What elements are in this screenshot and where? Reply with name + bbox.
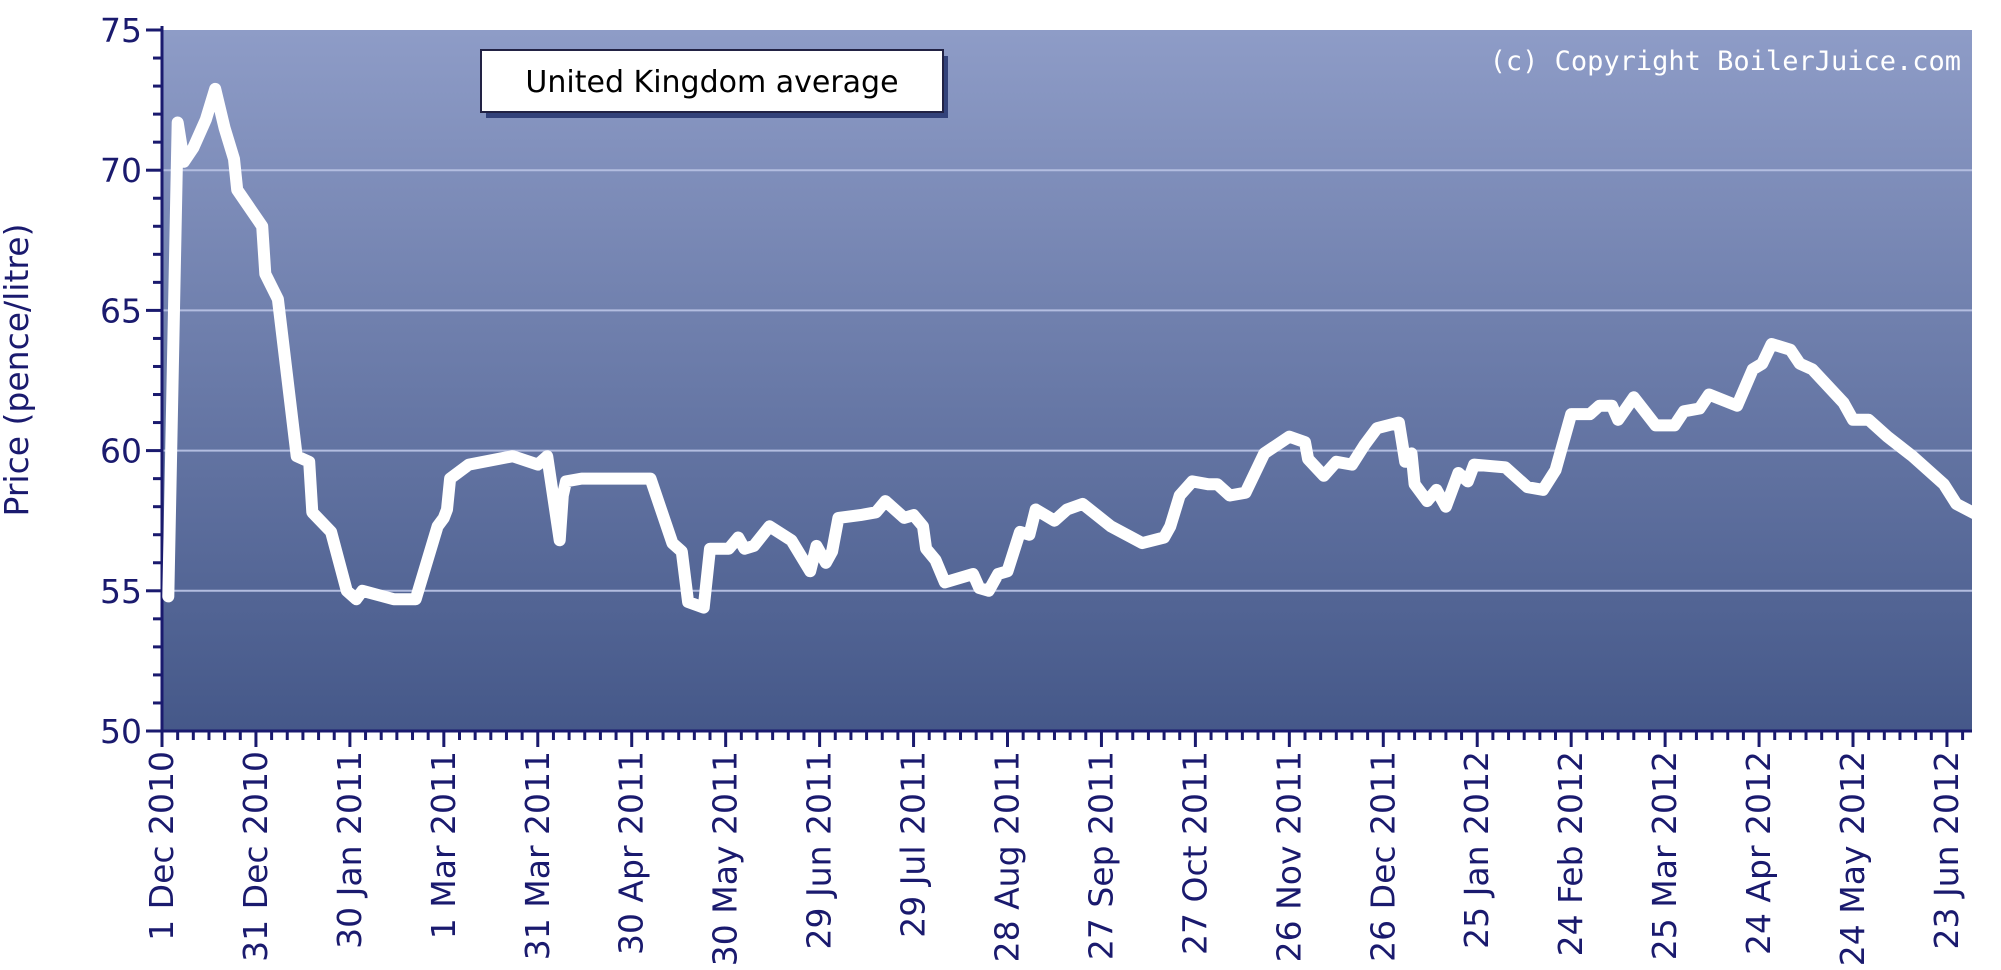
x-tick-label: 31 Mar 2011 <box>518 751 557 960</box>
x-tick-label: 27 Sep 2011 <box>1081 751 1120 960</box>
x-tick-label: 28 Aug 2011 <box>988 751 1027 962</box>
x-tick-label: 24 May 2012 <box>1833 751 1872 966</box>
y-tick-label: 70 <box>100 151 142 190</box>
x-tick-label: 30 Jan 2011 <box>330 751 369 949</box>
plot-area <box>162 30 1972 731</box>
x-tick-label: 25 Mar 2012 <box>1645 751 1684 960</box>
x-tick-label: 1 Mar 2011 <box>424 751 463 939</box>
y-tick-label: 65 <box>100 291 142 330</box>
legend-box <box>480 49 944 113</box>
x-tick-label: 24 Apr 2012 <box>1739 751 1778 955</box>
series-line-united-kingdom-average <box>162 82 2001 614</box>
y-tick-label: 55 <box>100 572 142 611</box>
x-tick-label: 26 Nov 2011 <box>1269 751 1308 962</box>
legend-entry: United Kingdom average <box>525 65 898 100</box>
copyright-annotation: (c) Copyright BoilerJuice.com <box>1490 46 1961 77</box>
y-axis-title: Price (pence/litre) <box>0 224 36 517</box>
y-axis: 50 55 60 65 70 75 <box>100 11 164 751</box>
x-tick-label: 30 Apr 2011 <box>612 751 651 955</box>
x-tick-label: 26 Dec 2011 <box>1363 751 1402 962</box>
x-tick-label: 24 Feb 2012 <box>1551 751 1590 956</box>
x-axis: 1 Dec 2010 31 Dec 2010 30 Jan 2011 1 Mar 20… <box>142 729 1972 966</box>
legend: United Kingdom average <box>480 49 948 118</box>
x-tick-label: 23 Jun 2012 <box>1927 751 1966 950</box>
x-tick-label: 25 Jan 2012 <box>1457 751 1496 949</box>
y-tick-label: 50 <box>100 712 142 751</box>
gridlines <box>162 169 1972 592</box>
y-tick-label: 60 <box>100 432 142 471</box>
x-tick-label: 1 Dec 2010 <box>142 751 181 941</box>
x-tick-label: 29 Jul 2011 <box>894 751 933 938</box>
x-tick-label: 29 Jun 2011 <box>800 751 839 950</box>
x-tick-label: 31 Dec 2010 <box>236 751 275 962</box>
y-tick-label: 75 <box>100 11 142 50</box>
x-tick-label: 30 May 2011 <box>706 751 745 966</box>
x-tick-label: 27 Oct 2011 <box>1175 751 1214 955</box>
